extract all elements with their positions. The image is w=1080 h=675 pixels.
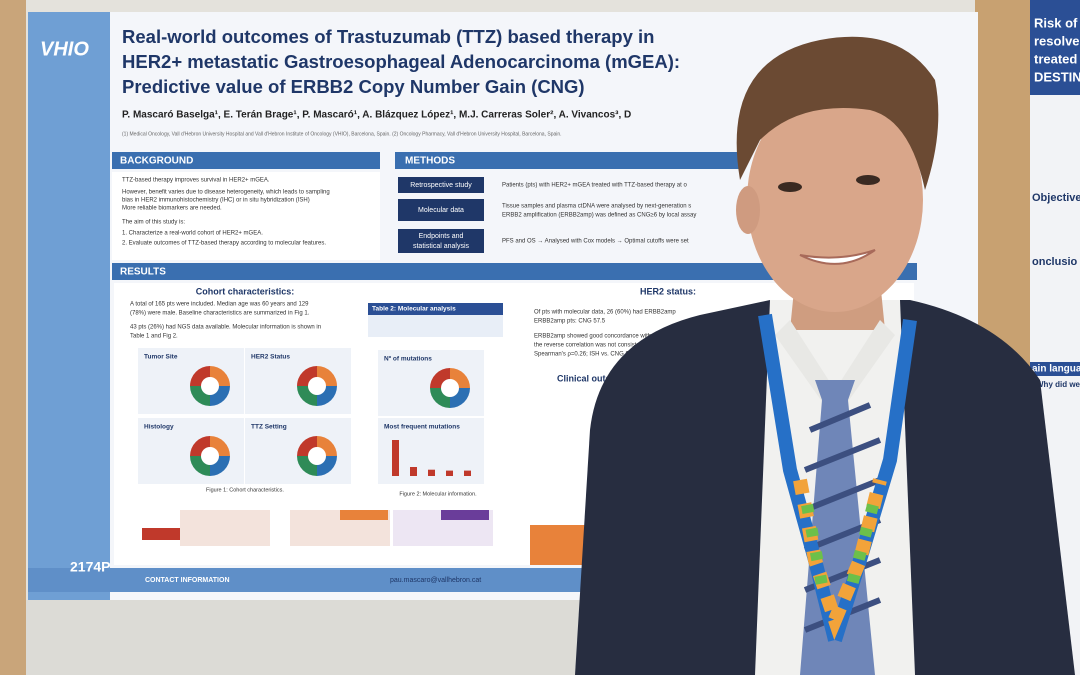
donut-hole (441, 379, 459, 397)
hair (736, 36, 939, 191)
eye (856, 175, 880, 185)
panel-title: HER2 Status (251, 354, 290, 361)
neighbor-bar (1030, 362, 1080, 376)
neighbor-section: Why did we (1036, 380, 1080, 389)
section-header: RESULTS (120, 267, 166, 278)
donut-hole (308, 377, 326, 395)
table-tag (142, 528, 180, 540)
background-line: The aim of this study is: (122, 220, 185, 226)
mini-bar (410, 467, 417, 476)
panel-title: TTZ Setting (251, 424, 287, 431)
result-text: (78%) were male. Baseline characteristic… (130, 311, 310, 317)
result-text: Spearman's ρ=0.26; ISH vs. CNG Spearm (534, 352, 646, 358)
person (575, 36, 1075, 675)
collar (775, 320, 895, 420)
result-text: A total of 165 pts were included. Median… (130, 302, 309, 308)
background-line: TTZ-based therapy improves survival in H… (122, 178, 270, 184)
background-text: TTZ-based therapy improves survival in H… (122, 178, 330, 247)
result-text: 43 pts (26%) had NGS data available. Mol… (130, 325, 321, 331)
mini-bar (446, 470, 453, 476)
donut-hole (308, 447, 326, 465)
background-line: More reliable biomarkers are needed. (122, 206, 222, 212)
neighbor-section: ain langua (1032, 364, 1080, 375)
method-label: Retrospective study (410, 182, 472, 189)
affiliations: (1) Medical Oncology, Vall d'Hebron Univ… (122, 131, 562, 137)
contact-email: pau.mascaro@vallhebron.cat (390, 577, 481, 584)
poster-bottom-band (28, 568, 588, 592)
panel-title: Tumor Site (144, 354, 178, 361)
background-line: bias in HER2 immunohistochemistry (IHC) … (122, 198, 310, 204)
mini-bar (428, 469, 435, 476)
figure-panels: Tumor Site HER2 Status Histology TTZ Settin… (138, 348, 484, 484)
background-line: 2. Evaluate outcomes of TTZ-based therap… (122, 241, 326, 247)
mini-bar (392, 440, 399, 476)
neighbor-header (1030, 0, 1080, 95)
neighbor-section: Objective (1032, 192, 1080, 204)
contact-label: CONTACT INFORMATION (145, 577, 230, 584)
neighbor-title: resolve (1034, 33, 1080, 48)
poster-title: Real-world outcomes of Trastuzumab (TTZ)… (122, 26, 654, 47)
neighbor-section: onclusio (1032, 256, 1078, 268)
method-label: Molecular data (418, 207, 464, 214)
smile (799, 249, 876, 265)
panel-title: Histology (144, 424, 174, 431)
section-header: BACKGROUND (120, 156, 193, 167)
neighbor-title: Risk of (1034, 15, 1078, 30)
method-label: Endpoints and (419, 233, 464, 240)
panel-title: Nº of mutations (384, 356, 432, 363)
result-text: the reverse correlation was not consiste… (534, 343, 645, 349)
poster-title: Predictive value of ERBB2 Copy Number Ga… (122, 76, 585, 97)
method-label-box (398, 229, 484, 253)
section-header: METHODS (405, 156, 455, 167)
wood-frame-left (0, 0, 26, 675)
section-bar (112, 152, 380, 169)
subheader: HER2 status: (640, 286, 696, 296)
table-header (441, 510, 489, 520)
method-label-box (398, 177, 484, 193)
panel-title: Most frequent mutations (384, 424, 460, 431)
result-text: Of pts with molecular data, 26 (60%) had… (534, 310, 676, 316)
background-line: However, benefit varies due to disease h… (122, 190, 330, 196)
highlight-box (530, 525, 590, 565)
poster-side-band (28, 12, 110, 600)
method-text: Tissue samples and plasma ctDNA were ana… (502, 204, 691, 210)
donut-hole (201, 447, 219, 465)
neighbor-title: treated (1034, 51, 1077, 66)
caption: Figure 2: Molecular information. (399, 491, 477, 497)
eye (778, 182, 802, 192)
subheader: Cohort characteristics: (196, 286, 295, 296)
method-label: statistical analysis (413, 243, 470, 250)
table-body (368, 315, 503, 337)
caption: Figure 1: Cohort characteristics. (206, 487, 284, 493)
table-header (340, 510, 388, 520)
result-text: Table 1 and Fig 2. (130, 334, 178, 340)
result-text: ERBB2amp pts: CNG 57.5 (534, 319, 606, 325)
poster-id: 2174P (70, 559, 110, 575)
section-bar (395, 152, 745, 169)
mini-bar (464, 470, 471, 476)
method-label-box (398, 199, 484, 221)
section-bar (112, 263, 917, 280)
subheader: Clinical outco (557, 373, 617, 383)
authors: P. Mascaró Baselga¹, E. Terán Brage¹, P.… (122, 110, 631, 121)
neighbor-title: DESTIN (1034, 69, 1080, 84)
method-text: PFS and OS → Analysed with Cox models → … (502, 239, 689, 245)
logo: VHIO (40, 38, 89, 60)
method-text: Patients (pts) with HER2+ mGEA treated w… (502, 183, 687, 189)
section-body (112, 172, 380, 260)
poster-title: HER2+ metastatic Gastroesophageal Adenoc… (122, 51, 680, 72)
method-text: ERBB2 amplification (ERBB2amp) was defin… (502, 213, 696, 219)
result-text: ERBB2amp showed good concordance with HE… (534, 334, 681, 340)
ear (736, 186, 760, 234)
tie-stripes (803, 402, 882, 633)
table (180, 510, 270, 546)
face (747, 88, 923, 312)
donut-hole (201, 377, 219, 395)
table-header (368, 303, 503, 315)
table-title: Table 2: Molecular analysis (372, 306, 456, 313)
background-line: 1. Characterize a real-world cohort of H… (122, 231, 263, 237)
